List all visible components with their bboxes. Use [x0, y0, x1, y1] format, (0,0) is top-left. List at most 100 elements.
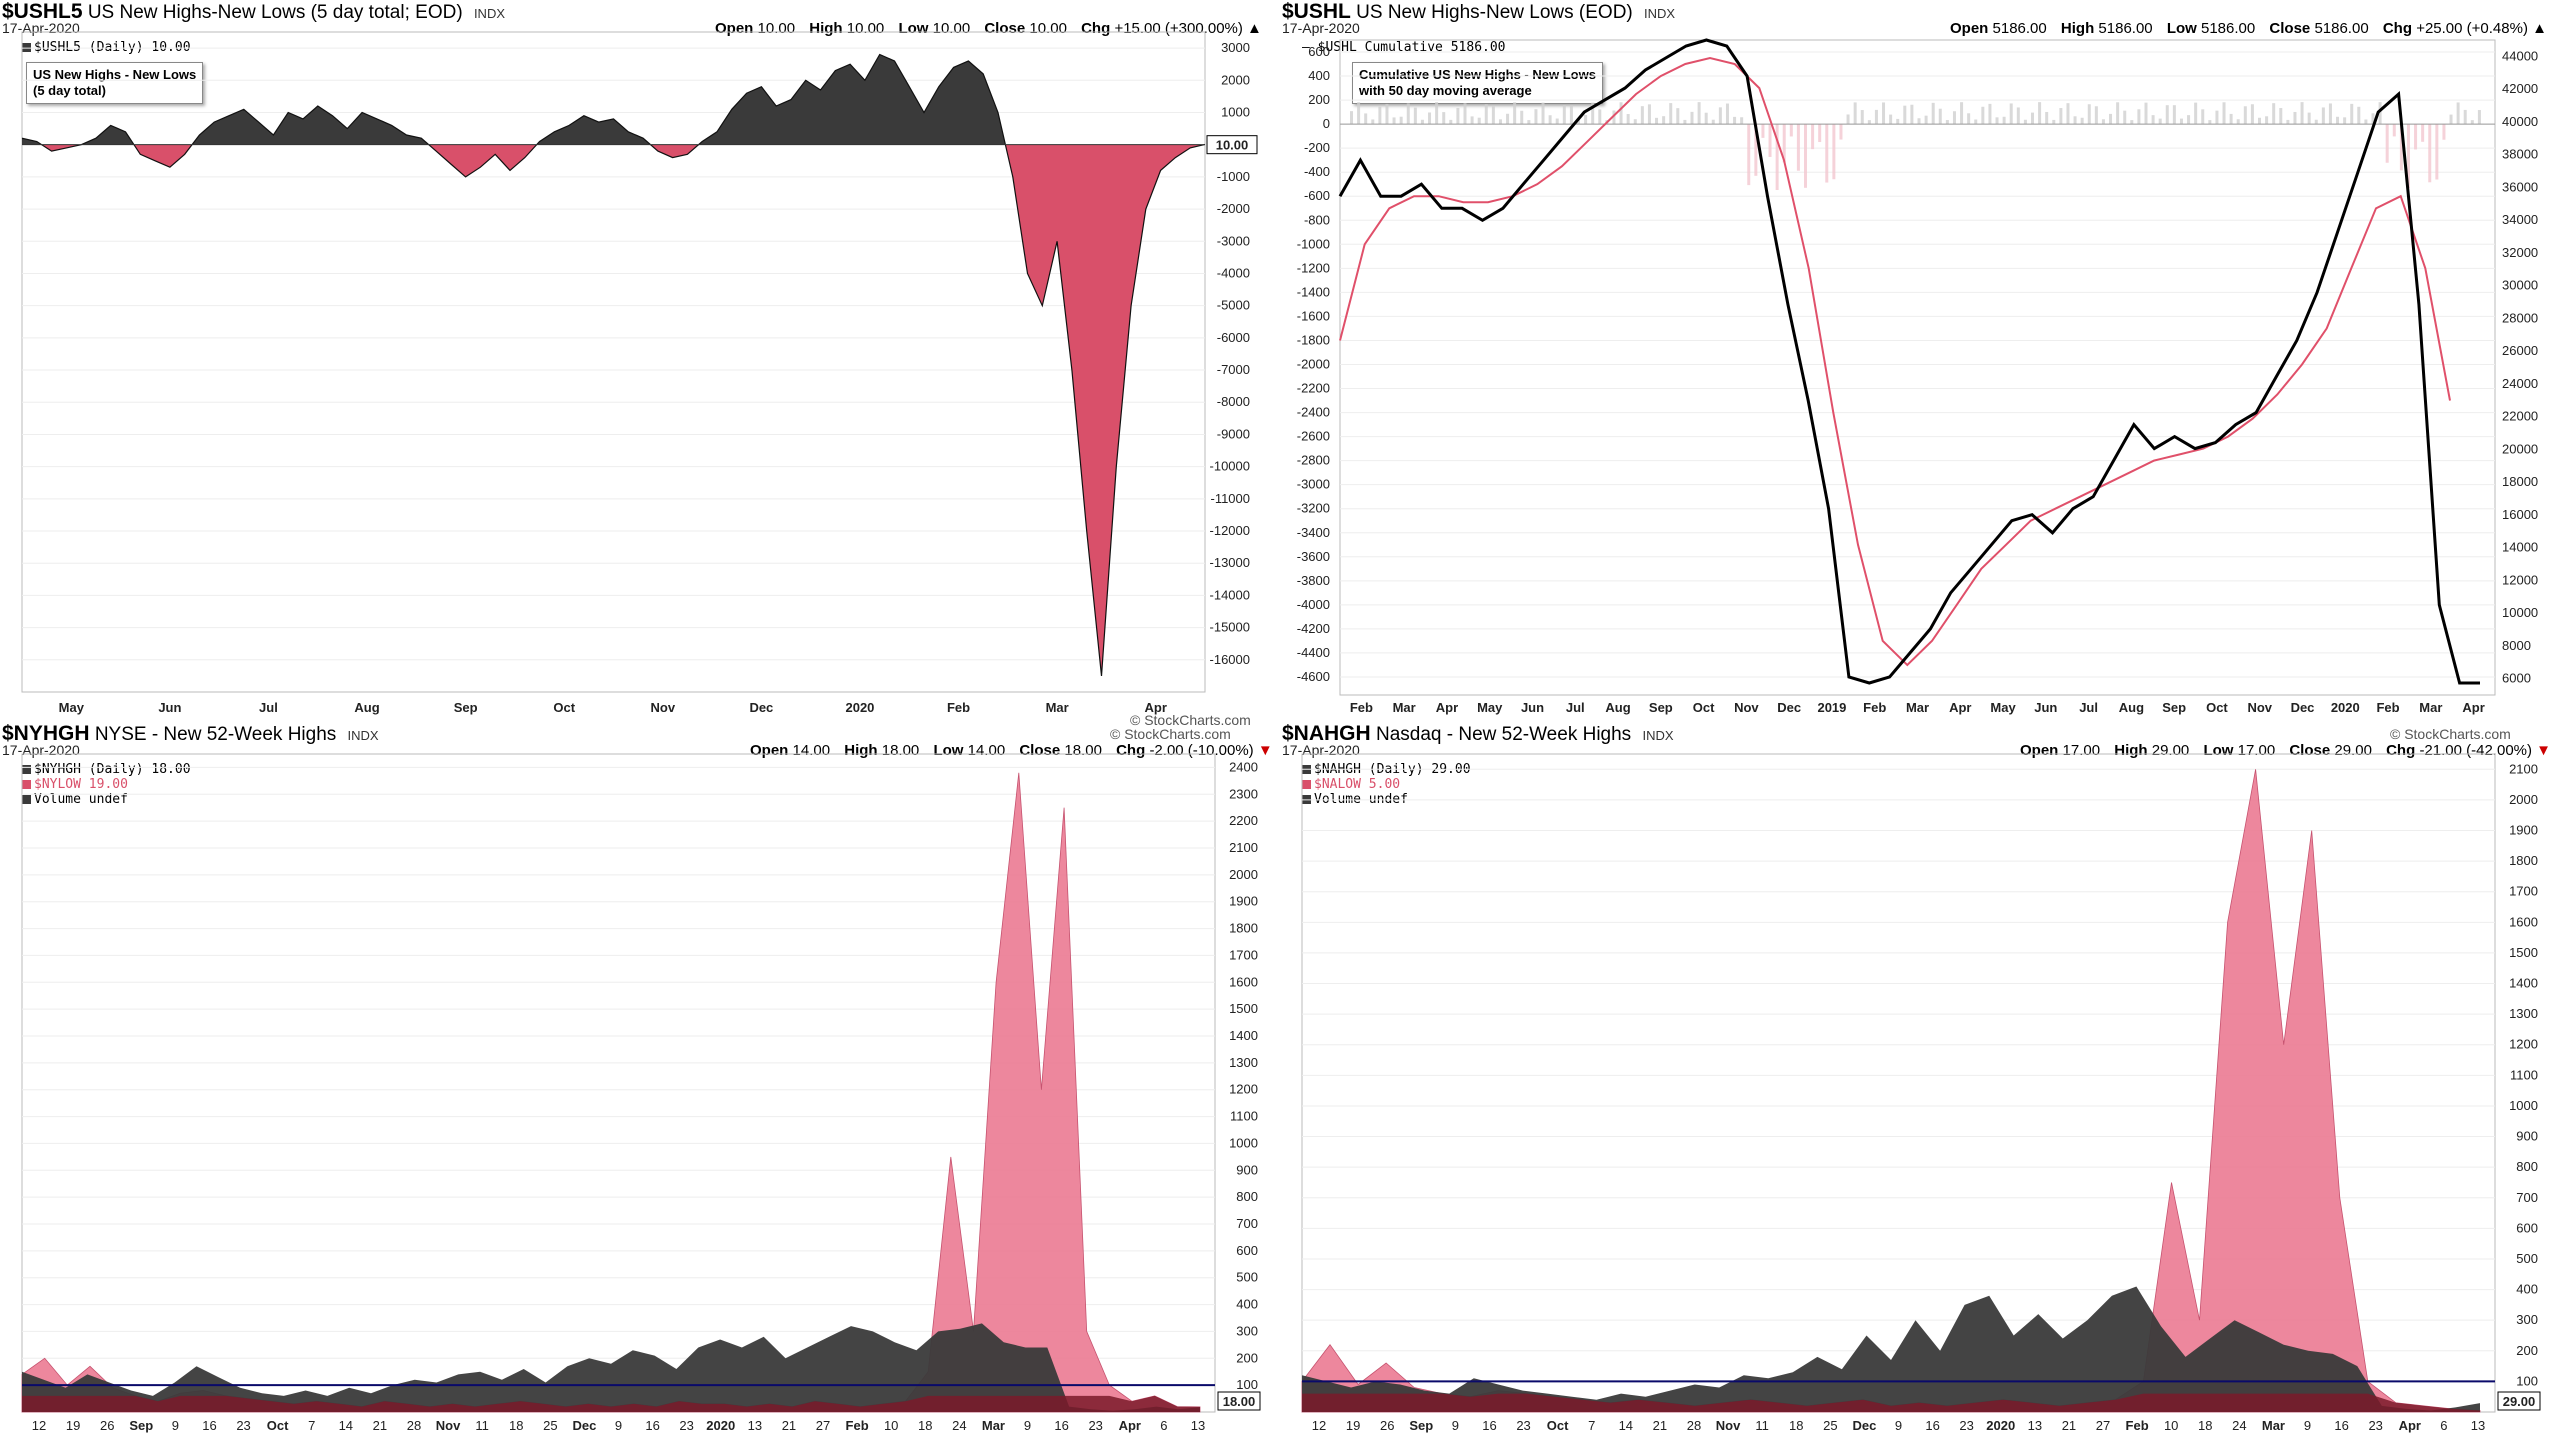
ohlc-readout: Open 17.00 High 29.00 Low 17.00 Close 29…: [2020, 742, 2552, 759]
y-tick-label: 2200: [1229, 813, 1258, 828]
x-tick-label: Nov: [651, 700, 676, 715]
y-tick-label: -3600: [1297, 549, 1330, 564]
x-tick-label: Jul: [2079, 700, 2098, 715]
background-bar: [2350, 103, 2354, 125]
x-tick-label: Mar: [982, 1418, 1005, 1433]
x-tick-label: Sep: [454, 700, 478, 715]
background-bar: [2321, 107, 2325, 125]
x-tick-label: 2020: [2331, 700, 2360, 715]
y-tick-label: 1800: [2509, 853, 2538, 868]
background-bar: [2144, 102, 2148, 125]
background-bar: [1889, 114, 1893, 125]
background-bar: [2463, 109, 2467, 125]
background-bar: [1704, 112, 1708, 125]
background-bar: [1435, 102, 1439, 125]
y-tick-label: -12000: [1210, 523, 1250, 538]
y-tick-label: -200: [1304, 140, 1330, 155]
x-tick-label: 9: [172, 1418, 179, 1433]
background-bar: [1541, 102, 1545, 125]
background-bar: [1598, 109, 1602, 125]
y-tick-label: -10000: [1210, 459, 1250, 474]
background-bar: [2094, 106, 2098, 125]
y-tick-label: -2800: [1297, 453, 1330, 468]
background-bar: [2080, 117, 2084, 125]
background-bar: [1967, 113, 1971, 125]
panel-title: $NYHGH NYSE - New 52-Week Highs INDX: [2, 722, 379, 745]
credit-text: © StockCharts.com: [1110, 726, 1231, 742]
x-tick-label: Feb: [947, 700, 970, 715]
background-bar: [1754, 124, 1758, 176]
x-tick-label: 27: [2096, 1418, 2110, 1433]
panel-date: 17-Apr-2020: [1282, 20, 1360, 36]
background-bar: [1931, 102, 1935, 125]
y-tick-label: 2400: [1229, 759, 1258, 774]
background-bar: [2428, 124, 2432, 183]
background-bar: [2109, 113, 2113, 125]
y-tick-label: -2400: [1297, 405, 1330, 420]
background-bar: [1633, 119, 1637, 125]
ma-line: [1339, 56, 2451, 667]
background-bar: [1676, 108, 1680, 125]
x-tick-label: 10: [884, 1418, 898, 1433]
background-bar: [2066, 103, 2070, 125]
background-bar: [2038, 102, 2042, 125]
background-bar: [1577, 118, 1580, 125]
background-bar: [1456, 107, 1460, 125]
y2-tick-label: 18000: [2502, 474, 2538, 489]
ohlc-readout: Open 10.00 High 10.00 Low 10.00 Close 10…: [715, 20, 1262, 37]
background-bar: [1491, 106, 1495, 125]
x-tick-label: Oct: [267, 1418, 289, 1433]
y-tick-label: 200: [1308, 92, 1330, 107]
background-bar: [2123, 110, 2127, 125]
y2-tick-label: 8000: [2502, 638, 2531, 653]
background-bar: [2201, 109, 2205, 125]
x-tick-label: Dec: [749, 700, 773, 715]
y-tick-label: -2200: [1297, 381, 1330, 396]
y-tick-label: 400: [1236, 1297, 1258, 1312]
background-bar: [2314, 119, 2318, 125]
x-tick-label: 11: [475, 1418, 489, 1433]
x-tick-label: 28: [1687, 1418, 1701, 1433]
ohlc-readout: Open 14.00 High 18.00 Low 14.00 Close 18…: [750, 742, 1273, 759]
x-tick-label: 27: [816, 1418, 830, 1433]
background-bar: [2172, 105, 2176, 125]
y-tick-label: -9000: [1217, 426, 1250, 441]
background-bar: [1619, 102, 1623, 125]
y2-tick-label: 40000: [2502, 114, 2538, 129]
y2-tick-label: 22000: [2502, 409, 2538, 424]
background-bar: [1534, 109, 1538, 125]
x-tick-label: 14: [339, 1418, 353, 1433]
panel-nahgh: $NAHGH Nasdaq - New 52-Week Highs INDX 1…: [1280, 722, 2560, 1440]
y-tick-label: -1800: [1297, 332, 1330, 347]
background-bar: [1768, 124, 1772, 157]
panel-title: $USHL5 US New Highs-New Lows (5 day tota…: [2, 0, 505, 23]
x-tick-label: Apr: [1119, 1418, 1141, 1433]
background-bar: [1392, 117, 1396, 125]
x-tick-label: Apr: [1949, 700, 1971, 715]
y-tick-label: 100: [2516, 1373, 2538, 1388]
y-tick-label: 0: [1323, 116, 1330, 131]
y-tick-label: -1000: [1217, 169, 1250, 184]
y-tick-label: -3800: [1297, 573, 1330, 588]
x-tick-label: Jun: [158, 700, 181, 715]
y-tick-label: 2300: [1229, 786, 1258, 801]
y-tick-label: 1600: [1229, 974, 1258, 989]
background-bar: [1725, 103, 1729, 125]
y-tick-label: 1500: [2509, 945, 2538, 960]
background-bar: [1867, 120, 1871, 125]
background-bar: [1896, 118, 1900, 125]
background-bar: [2328, 103, 2332, 125]
y-tick-label: 1700: [2509, 884, 2538, 899]
y-tick-label: 1100: [2510, 1067, 2538, 1082]
chart-ushl: 600 400 200 0 -200 -400 -600 -800 -1000 -1200 -140…: [1297, 38, 2538, 715]
y-tick-label: -16000: [1210, 652, 1250, 667]
y-tick-label: -3200: [1297, 501, 1330, 516]
x-tick-label: Jun: [1521, 700, 1544, 715]
background-bar: [1626, 114, 1630, 125]
y-tick-label: -600: [1304, 188, 1330, 203]
background-bar: [1811, 124, 1815, 150]
y-tick-label: 1400: [1229, 1028, 1258, 1043]
x-tick-label: 13: [2471, 1418, 2485, 1433]
chart-nahgh: 2100 2000 1900 1800 1700 1600 1500 1400 1300 1200…: [1301, 753, 2541, 1433]
x-tick-label: 7: [1588, 1418, 1595, 1433]
